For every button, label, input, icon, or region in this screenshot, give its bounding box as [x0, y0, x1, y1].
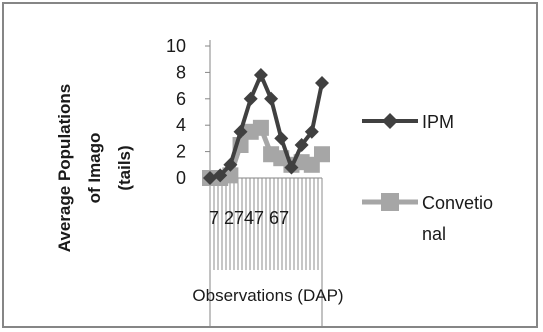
y-tick-label: 8 — [176, 62, 186, 82]
y-axis-ticks: 0 2 4 6 8 10 — [166, 36, 186, 188]
legend-swatch-marker — [381, 193, 399, 211]
legend-label: Convetio — [422, 193, 493, 213]
series — [202, 68, 330, 186]
y-tick-label: 6 — [176, 89, 186, 109]
legend-swatch-marker — [382, 113, 398, 129]
legend-label: nal — [422, 224, 446, 244]
data-point — [284, 160, 299, 175]
y-tick-label: 10 — [166, 36, 186, 56]
y-axis-title-line: Average Populations — [55, 84, 74, 252]
y-axis-title-line: (tails) — [115, 145, 134, 190]
data-point — [243, 91, 258, 106]
data-point — [304, 124, 319, 139]
data-point — [233, 124, 248, 139]
legend-label: IPM — [422, 112, 454, 132]
x-axis-title: Observations (DAP) — [192, 286, 343, 305]
data-point — [274, 131, 289, 146]
data-point — [314, 146, 330, 163]
legend-item: IPM — [362, 112, 454, 132]
y-tick-label: 4 — [176, 115, 186, 135]
legend: IPM Convetio nal — [362, 112, 493, 244]
data-point — [203, 171, 217, 185]
y-axis-title-line: of Imago — [85, 133, 104, 204]
x-tick-labels: 7 2747 67 — [209, 208, 289, 228]
data-point — [252, 119, 269, 136]
y-tick-label: 0 — [176, 168, 186, 188]
data-point — [223, 157, 238, 172]
y-tick-label: 2 — [176, 142, 186, 162]
series-ipm — [203, 68, 329, 185]
data-point — [253, 68, 268, 83]
legend-item: Convetio nal — [362, 193, 493, 244]
y-axis-title: Average Populations of Imago (tails) — [55, 84, 134, 252]
chart-frame — [2, 2, 538, 328]
data-point — [315, 75, 329, 90]
x-category-ticks — [209, 178, 323, 270]
data-point — [264, 91, 279, 106]
data-point — [213, 168, 228, 183]
data-point — [294, 138, 309, 152]
